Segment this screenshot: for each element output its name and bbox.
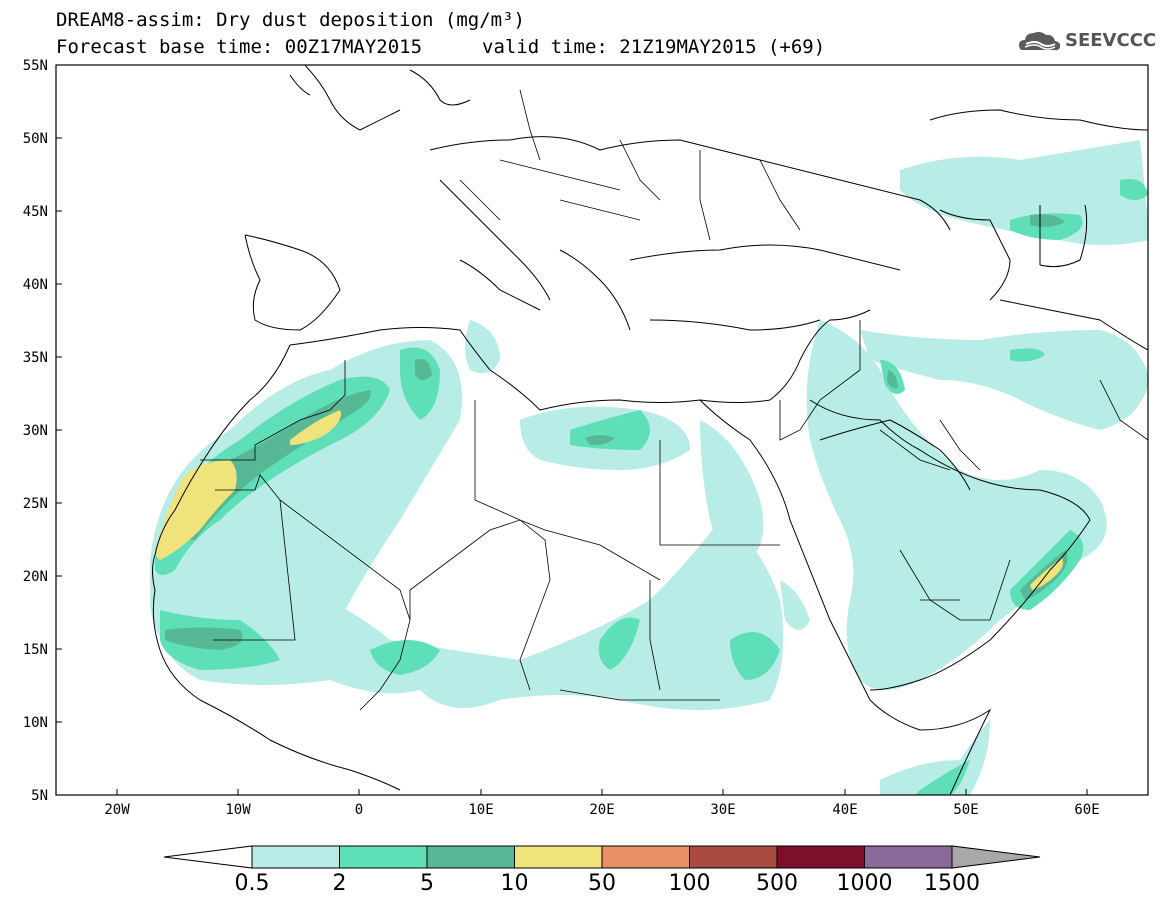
borders xyxy=(200,89,1148,711)
colorbar-swatch xyxy=(251,845,340,869)
lat-tick-label: 50N xyxy=(23,131,48,147)
colorbar-label: 50 xyxy=(588,871,616,896)
lon-tick-label: 20E xyxy=(589,802,614,818)
colorbar-swatch xyxy=(339,845,428,869)
forecast-base-time: Forecast base time: 00Z17MAY2015 xyxy=(56,36,423,58)
colorbar-swatch xyxy=(776,845,865,869)
dust-field xyxy=(150,140,1148,795)
colorbar-label: 0.5 xyxy=(234,871,270,896)
colorbar-swatch xyxy=(426,845,515,869)
lat-tick-label: 30N xyxy=(23,423,48,439)
colorbar-label: 500 xyxy=(756,871,798,896)
lat-tick-label: 5N xyxy=(31,788,48,804)
coastlines xyxy=(152,65,1148,795)
lat-tick-marks xyxy=(56,137,62,723)
colorbar xyxy=(163,845,1041,869)
colorbar-swatch xyxy=(864,845,953,869)
logo-text: SEEVCCC xyxy=(1065,30,1157,51)
lon-tick-label: 50E xyxy=(953,802,978,818)
lon-tick-label: 20W xyxy=(104,802,130,818)
lon-tick-label: 0 xyxy=(355,802,363,818)
lat-tick-label: 35N xyxy=(23,350,48,366)
colorbar-under-triangle xyxy=(163,845,253,869)
colorbar-label: 2 xyxy=(332,871,347,896)
lon-tick-label: 10E xyxy=(468,802,493,818)
map-title: DREAM8-assim: Dry dust deposition (mg/m³… xyxy=(56,9,525,31)
colorbar-swatch xyxy=(689,845,778,869)
colorbar-label: 5 xyxy=(420,871,434,896)
lat-tick-label: 40N xyxy=(23,277,48,293)
lat-tick-label: 15N xyxy=(23,642,48,658)
valid-time: valid time: 21Z19MAY2015 (+69) xyxy=(482,36,826,58)
cloud-icon xyxy=(1019,31,1061,51)
colorbar-label: 1000 xyxy=(836,871,893,896)
lat-tick-label: 55N xyxy=(23,58,48,74)
lat-tick-label: 20N xyxy=(23,569,48,585)
lon-tick-marks xyxy=(116,789,1088,795)
lat-tick-label: 25N xyxy=(23,496,48,512)
lon-tick-label: 60E xyxy=(1074,802,1099,818)
lon-tick-label: 30E xyxy=(710,802,735,818)
lon-tick-label: 40E xyxy=(832,802,857,818)
lat-axis: 5N 10N 15N 20N 25N 30N 35N 40N 45N 50N 5… xyxy=(23,58,48,804)
deposition-level-0-5 xyxy=(150,140,1148,795)
lon-axis: 20W 10W 0 10E 20E 30E 40E 50E 60E xyxy=(104,802,1099,818)
lat-tick-label: 10N xyxy=(23,715,48,731)
colorbar-label: 10 xyxy=(500,871,529,896)
colorbar-label: 1500 xyxy=(924,871,980,896)
colorbar-over-triangle xyxy=(951,845,1041,869)
lon-tick-label: 10W xyxy=(225,802,251,818)
colorbar-swatch xyxy=(514,845,603,869)
colorbar-label: 100 xyxy=(668,871,711,896)
colorbar-swatch xyxy=(601,845,690,869)
lat-tick-label: 45N xyxy=(23,204,48,220)
